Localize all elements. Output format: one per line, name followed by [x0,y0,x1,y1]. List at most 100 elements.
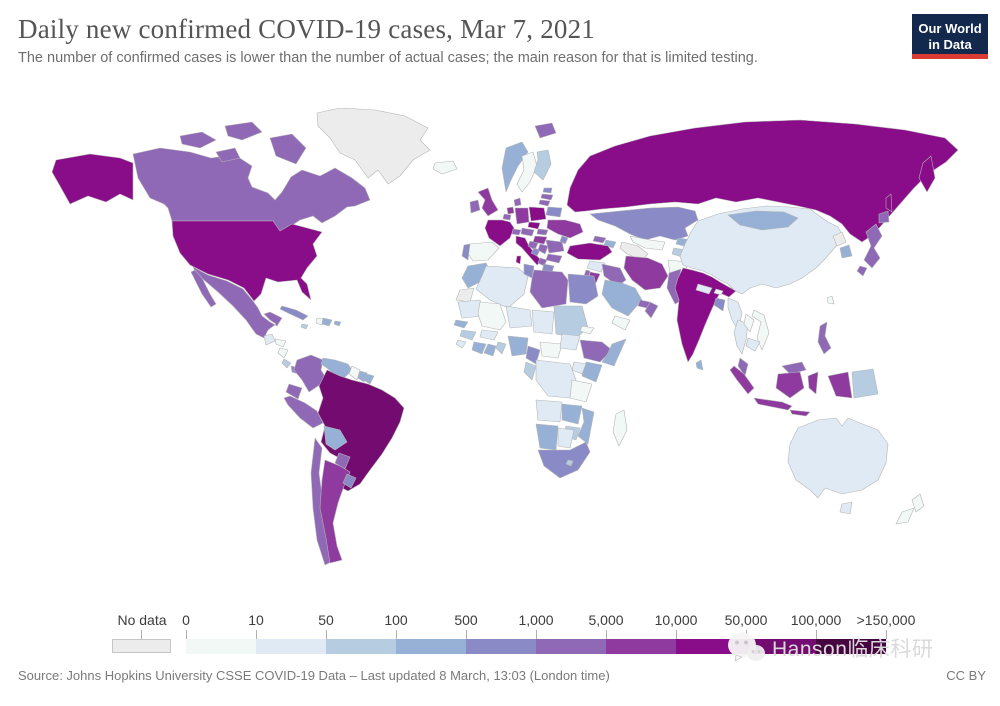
country-netherlands[interactable] [506,206,515,215]
country-ecuador[interactable] [285,383,303,400]
country-indonesia-papua[interactable] [827,371,853,399]
country-switzerland[interactable] [511,228,522,236]
country-madagascar[interactable] [612,409,628,447]
country-philippines[interactable] [817,321,832,355]
country-ghana[interactable] [483,343,497,357]
country-dominican-republic[interactable] [321,317,333,327]
country-guinea[interactable] [459,329,477,341]
country-namibia[interactable] [535,423,559,451]
country-malaysia-borneo[interactable] [781,361,807,375]
country-svalbard[interactable] [534,122,557,139]
country-bangladesh[interactable] [713,297,726,312]
country-canada-island-3[interactable] [215,147,241,163]
country-guatemala[interactable] [263,333,276,346]
country-mali[interactable] [477,301,507,331]
legend-segment[interactable] [256,639,326,654]
legend-segment[interactable] [326,639,396,654]
country-peru[interactable] [283,395,324,429]
country-sri-lanka[interactable] [695,359,704,371]
country-south-africa[interactable] [537,441,591,479]
country-nicaragua[interactable] [277,347,289,359]
country-spain[interactable] [466,241,500,262]
legend-segment[interactable] [816,639,886,654]
country-sierra-leone[interactable] [455,339,467,349]
country-indonesia-kalimantan[interactable] [775,371,805,399]
country-estonia[interactable] [542,187,553,194]
country-zambia[interactable] [561,403,583,425]
legend-segment[interactable] [186,639,256,654]
country-ivory-coast[interactable] [471,341,487,355]
country-chad[interactable] [531,309,555,335]
country-guyana[interactable] [348,365,361,381]
country-bhutan[interactable] [713,288,724,296]
country-somalia[interactable] [601,338,627,367]
country-greenland[interactable] [316,107,431,185]
country-japan-kyushu[interactable] [856,265,868,277]
legend-segment[interactable] [676,639,746,654]
country-oman[interactable] [644,301,659,319]
country-germany[interactable] [514,207,530,225]
country-burkina-faso[interactable] [479,329,499,341]
legend-segment[interactable] [606,639,676,654]
country-romania[interactable] [545,239,565,254]
country-lithuania[interactable] [538,199,551,207]
country-poland[interactable] [528,206,547,222]
country-russia-sakhalin[interactable] [885,193,893,213]
country-canada-island-1[interactable] [179,131,217,149]
country-bulgaria[interactable] [545,253,563,264]
license-label[interactable]: CC BY [946,668,986,683]
country-niger[interactable] [505,305,533,329]
country-denmark[interactable] [513,197,522,207]
country-united-kingdom[interactable] [477,187,499,217]
country-senegal[interactable] [453,319,469,329]
country-usa[interactable] [171,220,323,302]
country-argentina[interactable] [319,459,351,564]
country-dr-congo[interactable] [535,359,577,399]
country-belgium[interactable] [502,213,512,221]
country-japan-honshu[interactable] [863,223,883,269]
owid-logo[interactable]: Our World in Data [912,14,988,59]
country-russia-kamchatka[interactable] [918,155,936,193]
country-lesotho[interactable] [565,459,574,467]
country-italy-sardinia[interactable] [515,255,522,265]
country-saudi-arabia[interactable] [601,279,643,317]
country-hungary[interactable] [532,235,548,245]
country-uzbekistan[interactable] [629,235,666,251]
country-ireland[interactable] [469,199,481,214]
country-bolivia[interactable] [323,425,348,451]
country-central-african-republic[interactable] [539,341,563,359]
country-czechia[interactable] [527,221,541,230]
country-serbia[interactable] [537,243,549,255]
country-sudan[interactable] [553,305,589,339]
country-nepal[interactable] [695,283,713,295]
country-latvia[interactable] [540,193,554,201]
country-iceland[interactable] [432,160,458,175]
country-western-sahara[interactable] [455,287,475,303]
country-syria[interactable] [586,260,606,273]
country-portugal[interactable] [461,243,471,261]
country-uruguay[interactable] [342,473,357,489]
country-egypt[interactable] [567,273,599,305]
country-mexico-baja[interactable] [190,269,217,308]
legend-segment[interactable] [396,639,466,654]
country-nigeria[interactable] [507,335,529,357]
country-belarus[interactable] [545,206,563,218]
country-kazakhstan[interactable] [589,206,699,241]
country-taiwan[interactable] [826,295,835,305]
scale-bar[interactable] [186,639,886,654]
country-algeria[interactable] [475,265,529,309]
country-tanzania[interactable] [569,379,593,403]
legend-no-data-swatch[interactable] [112,639,171,653]
country-canada-baffin[interactable] [269,133,307,165]
country-south-korea[interactable] [839,244,853,259]
country-botswana[interactable] [557,427,575,449]
country-puerto-rico[interactable] [333,320,342,327]
country-mexico[interactable] [192,266,283,339]
country-papua-new-guinea[interactable] [851,368,879,399]
country-angola[interactable] [535,399,563,423]
country-congo-gabon[interactable] [523,361,537,381]
country-sweden[interactable] [516,151,538,193]
country-jamaica[interactable] [300,323,309,330]
country-indonesia-sulawesi[interactable] [807,371,819,395]
country-new-zealand-north[interactable] [911,493,925,513]
